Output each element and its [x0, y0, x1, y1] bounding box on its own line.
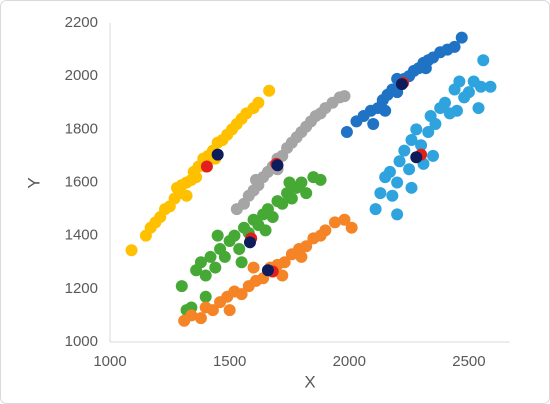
- scatter-point: [295, 250, 308, 263]
- scatter-point: [283, 176, 296, 189]
- scatter-point: [263, 84, 276, 97]
- scatter-point: [427, 149, 440, 162]
- y-tick-label: 1400: [65, 227, 98, 244]
- scatter-point: [386, 189, 399, 202]
- scatter-point: [211, 229, 224, 242]
- scatter-point: [194, 256, 207, 269]
- scatter-point: [204, 250, 217, 263]
- x-tick-label: 2500: [452, 353, 485, 370]
- scatter-point: [228, 229, 241, 242]
- x-tick-label: 1000: [93, 353, 126, 370]
- scatter-point: [125, 244, 138, 257]
- x-axis-title: X: [304, 372, 315, 391]
- scatter-point: [175, 280, 188, 293]
- scatter-point: [218, 250, 231, 263]
- scatter-point: [391, 176, 404, 189]
- scatter-point: [472, 102, 485, 115]
- scatter-point: [410, 151, 423, 164]
- scatter-point: [405, 133, 418, 146]
- scatter-point: [235, 256, 248, 269]
- scatter-point: [271, 159, 284, 172]
- scatter-point: [206, 304, 219, 317]
- scatter-point: [194, 312, 207, 325]
- scatter-point: [438, 96, 451, 109]
- scatter-point: [300, 187, 313, 200]
- scatter-point: [233, 242, 246, 255]
- y-tick-label: 1800: [65, 120, 98, 137]
- scatter-point: [259, 224, 272, 237]
- scatter-point: [474, 80, 487, 93]
- scatter-point: [374, 187, 387, 200]
- scatter-point: [340, 125, 353, 138]
- scatter-point: [261, 264, 274, 277]
- scatter-point: [415, 139, 428, 152]
- scatter-point: [252, 96, 265, 109]
- y-tick-label: 1000: [65, 333, 98, 350]
- scatter-point: [185, 309, 198, 322]
- scatter-point: [300, 240, 313, 253]
- scatter-point: [379, 104, 392, 117]
- scatter-point: [314, 173, 327, 186]
- scatter-point: [462, 86, 475, 99]
- scatter-point: [369, 203, 382, 216]
- scatter-point: [453, 75, 466, 88]
- y-tick-label: 1600: [65, 173, 98, 190]
- scatter-point: [398, 144, 411, 157]
- scatter-point: [278, 256, 291, 269]
- y-tick-label: 2200: [65, 14, 98, 31]
- scatter-point: [266, 211, 279, 224]
- scatter-point: [410, 123, 423, 136]
- x-tick-label: 2000: [333, 353, 366, 370]
- scatter-point: [276, 269, 289, 282]
- scatter-point: [243, 236, 256, 249]
- scatter-point: [367, 118, 380, 131]
- scatter-point: [170, 181, 183, 194]
- scatter-point: [276, 197, 289, 210]
- x-tick-label: 1500: [213, 353, 246, 370]
- scatter-point: [199, 269, 212, 282]
- scatter-point: [249, 173, 262, 186]
- scatter-point: [319, 224, 332, 237]
- y-tick-label: 1200: [65, 280, 98, 297]
- scatter-point: [391, 208, 404, 221]
- y-tick-label: 2000: [65, 67, 98, 84]
- scatter-point: [422, 125, 435, 138]
- scatter-point: [338, 90, 351, 103]
- scatter-point: [199, 290, 212, 303]
- scatter-point: [429, 118, 442, 131]
- scatter-point: [209, 261, 222, 274]
- scatter-point: [484, 80, 497, 93]
- y-axis-title: Y: [24, 177, 43, 188]
- scatter-point: [345, 221, 358, 234]
- scatter-point: [190, 171, 203, 184]
- scatter-point: [295, 176, 308, 189]
- scatter-point: [419, 62, 432, 75]
- scatter-point: [405, 181, 418, 194]
- scatter-point: [448, 40, 461, 53]
- scatter-point: [328, 216, 341, 229]
- scatter-point: [477, 54, 490, 67]
- scatter-point: [211, 148, 224, 161]
- scatter-point: [285, 192, 298, 205]
- scatter-point: [403, 163, 416, 176]
- scatter-point: [455, 31, 468, 44]
- scatter-point: [450, 104, 463, 117]
- scatter-point: [383, 165, 396, 178]
- scatter-point: [235, 288, 248, 301]
- scatter-point: [223, 304, 236, 317]
- scatter-point: [395, 78, 408, 91]
- scatter-point: [200, 160, 213, 173]
- scatter-point: [393, 155, 406, 168]
- scatter-point: [338, 213, 351, 226]
- scatter-point: [180, 189, 193, 202]
- scatter-point: [247, 261, 260, 274]
